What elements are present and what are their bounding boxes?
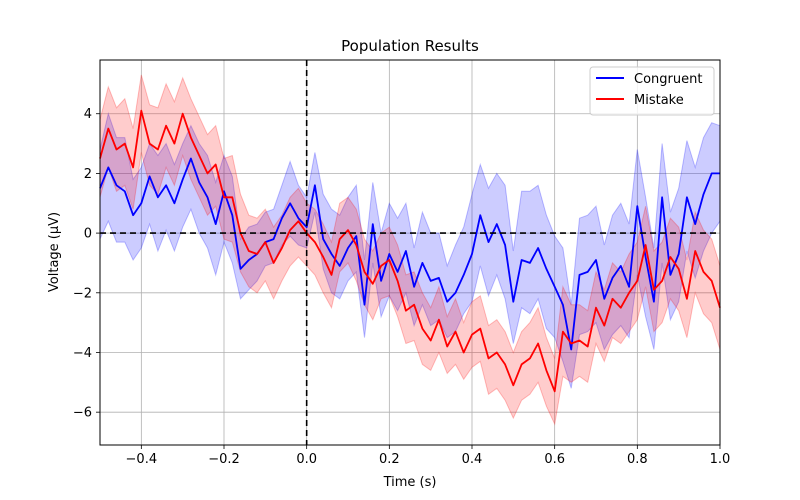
x-tick-label: 0.0 — [296, 452, 317, 467]
chart-title: Population Results — [341, 37, 479, 55]
y-tick-label: −2 — [73, 286, 92, 301]
legend: Congruent Mistake — [589, 66, 715, 116]
x-tick-label: 0.8 — [627, 452, 648, 467]
y-tick-label: 2 — [84, 167, 92, 182]
series-line-congruent — [99, 157, 720, 351]
x-tick-label: −0.2 — [208, 452, 240, 467]
y-axis-ticks: −6 −4 −2 0 2 4 — [73, 107, 100, 421]
x-tick-label: 0.6 — [544, 452, 565, 467]
series-lines — [99, 109, 721, 393]
series-line-mistake — [99, 109, 721, 393]
x-tick-label: −0.4 — [126, 452, 158, 467]
plot-frame — [99, 59, 721, 446]
y-tick-label: −6 — [73, 406, 92, 421]
legend-label-mistake: Mistake — [634, 93, 684, 108]
y-tick-label: −4 — [73, 346, 92, 361]
x-axis-label: Time (s) — [383, 475, 437, 490]
y-tick-label: 0 — [84, 227, 92, 242]
reference-lines — [100, 60, 720, 445]
legend-label-congruent: Congruent — [634, 72, 702, 87]
y-tick-label: 4 — [84, 107, 92, 122]
y-axis-label: Voltage (μV) — [47, 212, 62, 292]
x-tick-label: 0.4 — [462, 452, 483, 467]
x-axis-ticks: −0.4 −0.2 0.0 0.2 0.4 0.6 0.8 1.0 — [126, 445, 731, 467]
x-tick-label: 1.0 — [710, 452, 731, 467]
x-tick-label: 0.2 — [379, 452, 400, 467]
